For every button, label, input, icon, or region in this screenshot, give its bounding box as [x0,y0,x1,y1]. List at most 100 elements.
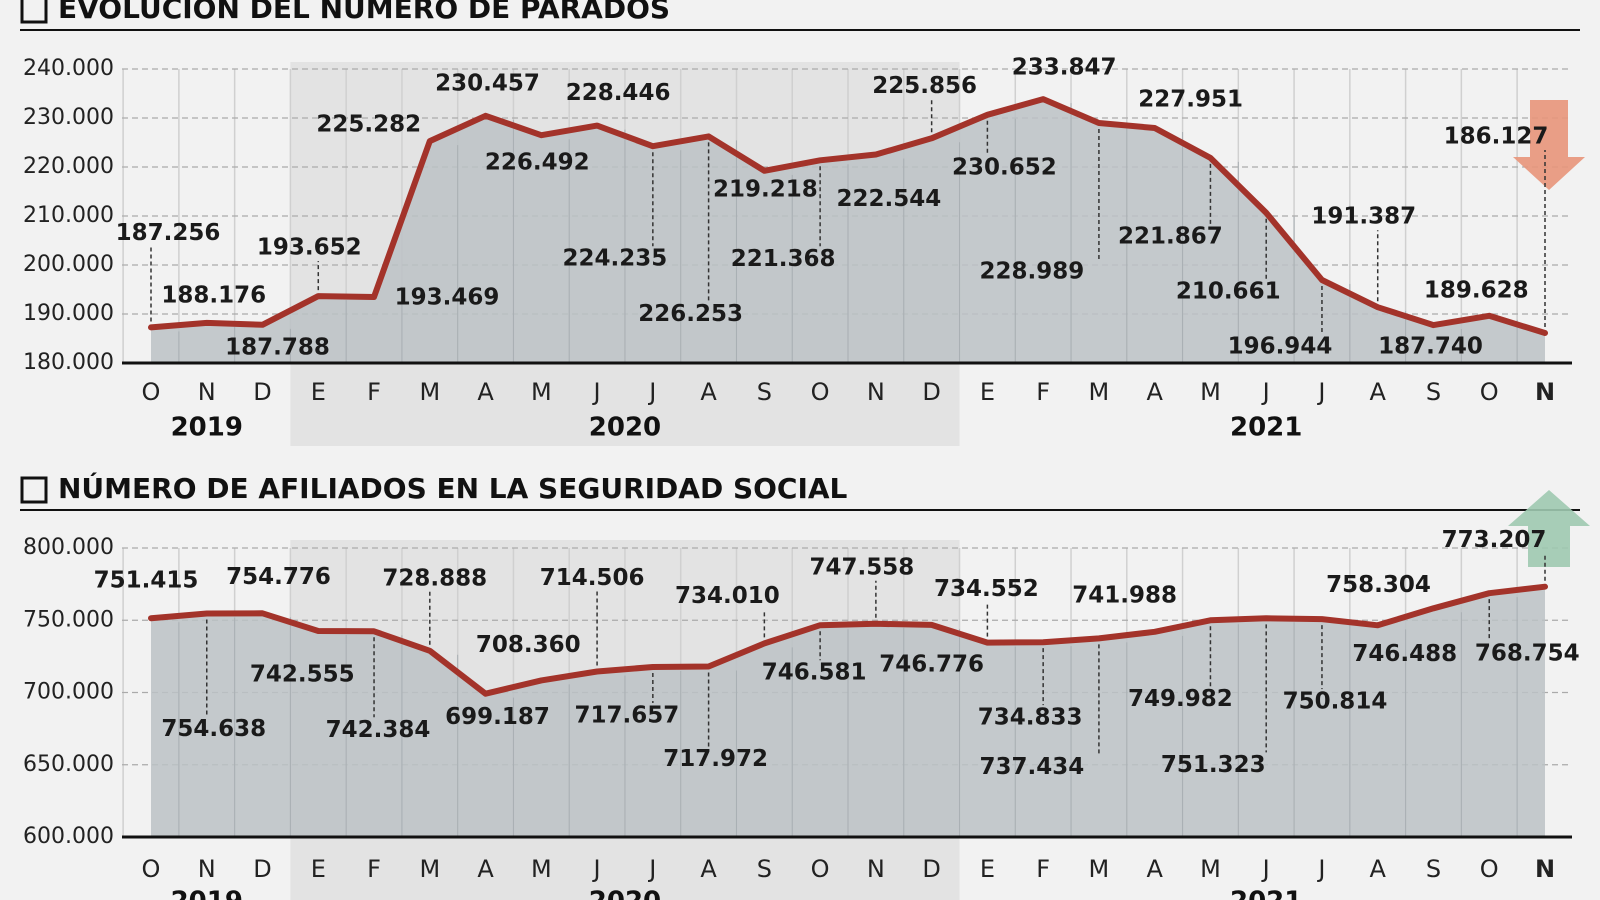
label-layer: 187.256 188.176 187.788 193.652 193.469 225.2… [94,55,1580,780]
title-box [20,476,48,504]
x-tick-label: S [1426,378,1441,406]
value-label: 226.492 [485,150,590,176]
value-label: 233.847 [1012,55,1117,81]
value-label: 754.638 [161,716,266,742]
value-label: 228.446 [566,80,671,106]
chart-layer: EVOLUCIÓN DEL NÚMERO DE PARADOS 180.000 19… [20,0,1580,900]
value-label: 734.010 [675,583,780,609]
value-label: 768.754 [1475,641,1580,667]
value-label: 699.187 [445,704,550,730]
x-tick-label: O [1480,855,1499,883]
x-tick-label: M [1089,855,1110,883]
x-tick-label: F [367,855,381,883]
value-label: 230.652 [952,154,1057,180]
x-tick-label: F [367,378,381,406]
x-tick-label: M [419,378,440,406]
y-tick-label: 190.000 [23,301,114,326]
value-label: 737.434 [980,754,1085,780]
y-tick-label: 180.000 [23,350,114,375]
x-tick-label: M [1200,378,1221,406]
value-label: 193.652 [257,235,362,261]
x-tick-label: J [647,855,656,883]
chart-title: EVOLUCIÓN DEL NÚMERO DE PARADOS [58,0,670,25]
x-tick-label: N [867,378,885,406]
x-tick-label: J [592,378,601,406]
x-tick-label: M [1200,855,1221,883]
x-tick-label: F [1036,855,1050,883]
x-tick-label: S [757,378,772,406]
y-tick-label: 650.000 [23,752,114,777]
value-label: 189.628 [1424,277,1529,303]
value-label: 746.776 [879,651,984,677]
value-label: 708.360 [476,632,581,658]
value-label: 228.989 [980,258,1085,284]
value-label: 225.282 [316,112,421,138]
x-tick-label: E [980,855,995,883]
y-tick-label: 220.000 [23,154,114,179]
value-label: 749.982 [1128,686,1233,712]
value-label: 226.253 [638,301,743,327]
year-label: 2019 [171,413,243,443]
y-tick-label: 600.000 [23,824,114,849]
x-tick-label: J [647,378,656,406]
year-label: 2021 [1230,887,1302,900]
y-tick-label: 230.000 [23,105,114,130]
x-tick-label: O [811,855,830,883]
x-tick-label: D [922,378,940,406]
year-label: 2021 [1230,413,1302,443]
x-tick-label: A [1146,378,1163,406]
value-label: 224.235 [562,246,667,272]
x-tick-label: M [1089,378,1110,406]
x-tick-label: A [700,855,717,883]
value-label: 714.506 [540,565,645,591]
x-tick-label: M [531,378,552,406]
y-tick-label: 240.000 [23,56,114,81]
line [148,583,1548,697]
value-label: 186.127 [1444,123,1549,149]
x-tick-label: N [1535,378,1555,406]
x-tick-label: J [592,855,601,883]
value-label: 187.740 [1378,334,1483,360]
x-tick-label: O [811,378,830,406]
value-label: 230.457 [435,70,540,96]
value-label: 196.944 [1228,333,1333,359]
value-label: 734.552 [934,576,1039,602]
x-tick-label: A [477,378,494,406]
x-tick-label: N [867,855,885,883]
value-label: 717.657 [574,702,679,728]
x-tick-label: A [1370,378,1387,406]
x-tick-label: A [477,855,494,883]
y-tick-label: 700.000 [23,680,114,705]
chart-title: NÚMERO DE AFILIADOS EN LA SEGURIDAD SOCI… [58,471,848,505]
x-tick-label: J [1261,378,1270,406]
title-box [20,0,48,24]
x-tick-label: D [922,855,940,883]
value-label: 222.544 [836,186,941,212]
value-label: 751.323 [1161,752,1266,778]
y-tick-label: 200.000 [23,252,114,277]
x-tick-label: J [1261,855,1270,883]
value-label: 741.988 [1072,582,1177,608]
x-tick-label: N [1535,855,1555,883]
value-label: 747.558 [809,554,914,580]
value-label: 221.368 [731,246,836,272]
value-label: 221.867 [1118,223,1223,249]
value-label: 210.661 [1176,278,1281,304]
x-tick-label: E [311,378,326,406]
up-arrow [1508,490,1590,567]
down-arrow [1513,100,1585,190]
value-label: 758.304 [1326,572,1431,598]
value-label: 746.488 [1352,641,1457,667]
x-tick-label: N [198,855,216,883]
x-tick-label: A [700,378,717,406]
value-label: 225.856 [872,73,977,99]
value-label: 191.387 [1311,204,1416,230]
value-label: 187.256 [116,220,221,246]
value-label: 717.972 [663,746,768,772]
value-label: 227.951 [1138,87,1243,113]
x-tick-label: S [757,855,772,883]
line [148,96,1548,336]
x-tick-label: M [419,855,440,883]
